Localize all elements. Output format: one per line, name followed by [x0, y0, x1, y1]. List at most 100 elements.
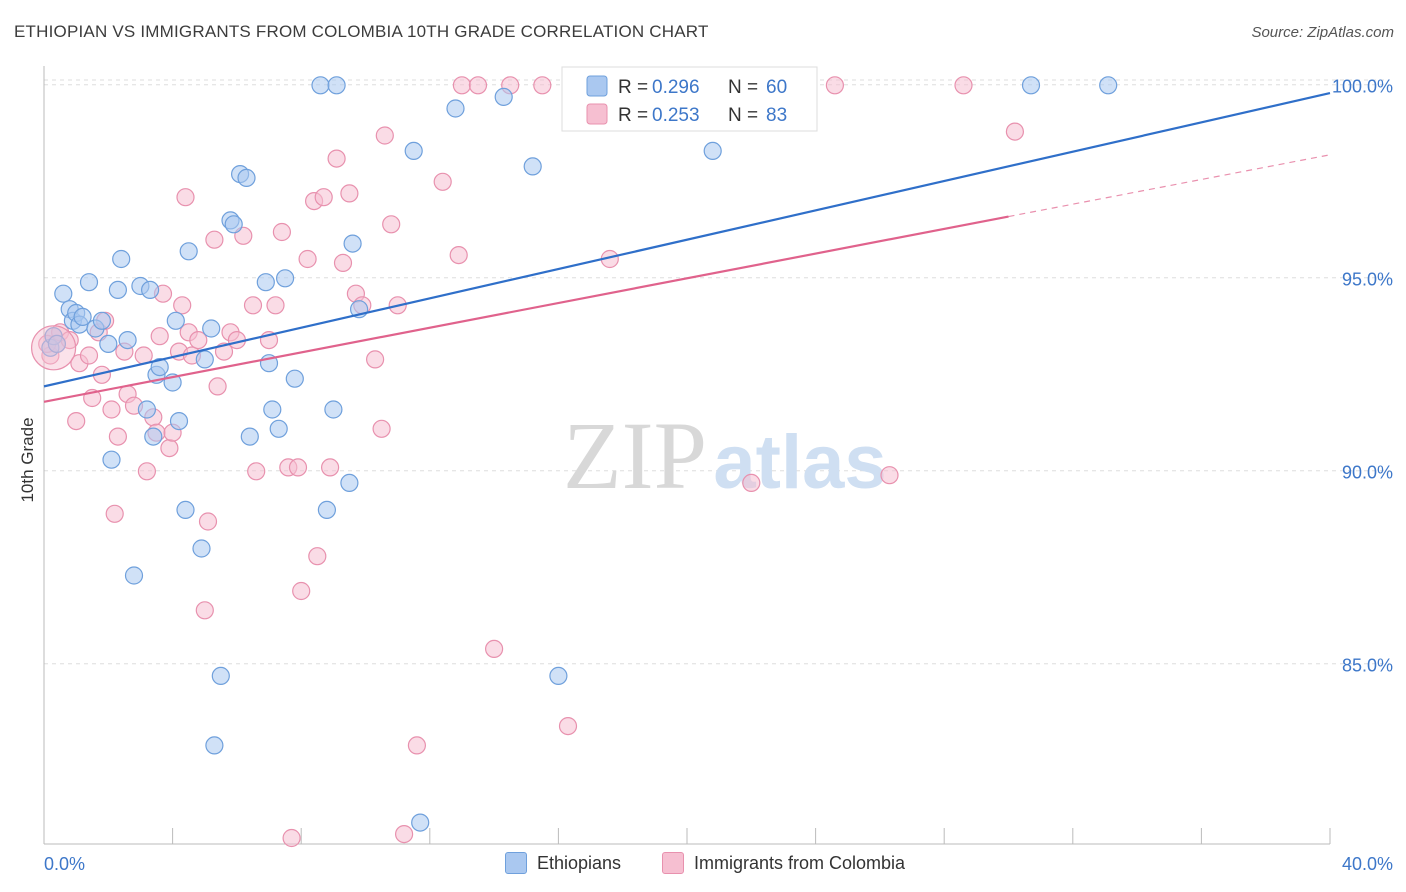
ethiopians-point [79, 273, 99, 292]
ethiopians-point [263, 400, 282, 419]
y-tick-label: 100.0% [1332, 76, 1393, 96]
ethiopians-point [523, 157, 542, 176]
ethiopians-point [285, 369, 304, 388]
ethiopians-point [224, 215, 243, 234]
ethiopians-point [73, 307, 92, 326]
colombia-point [266, 296, 285, 315]
legend-item-ethiopians: Ethiopians [505, 852, 621, 874]
y-tick-label: 90.0% [1342, 462, 1393, 482]
ethiopians-point [269, 419, 288, 438]
ethiopians-point [211, 666, 230, 686]
ethiopians-point [179, 242, 198, 261]
colombia-point [321, 458, 340, 477]
colombia-point [433, 172, 452, 191]
y-tick-label: 95.0% [1342, 269, 1393, 289]
ethiopians-point [102, 450, 121, 469]
ethiopians-point [343, 234, 362, 253]
colombia-point [449, 246, 468, 265]
ethiopians-point [195, 350, 214, 369]
colombia-point [272, 222, 291, 242]
colombia-point [340, 184, 359, 203]
colombia-point [176, 188, 195, 207]
chart-title: ETHIOPIAN VS IMMIGRANTS FROM COLOMBIA 10… [14, 22, 709, 41]
colombia-point [333, 253, 353, 272]
x-tick-label: 40.0% [1342, 854, 1393, 874]
colombia-point [108, 427, 128, 446]
colombia-point [468, 76, 488, 95]
ethiopians-point [324, 400, 343, 419]
legend-r-value: 0.253 [652, 105, 700, 126]
colombia-point [327, 149, 346, 168]
colombia-point [880, 466, 899, 485]
ethiopians-point [549, 666, 568, 686]
ethiopians-point [54, 284, 73, 303]
ethiopians-point [176, 500, 195, 519]
colombia-point [954, 76, 973, 95]
source-label: Source: ZipAtlas.com [1251, 24, 1394, 41]
x-tick-label: 0.0% [44, 854, 85, 874]
legend-swatch [586, 75, 608, 97]
ethiopians-point [124, 566, 144, 585]
ethiopians-point [118, 331, 137, 350]
ethiopians-point [205, 736, 224, 755]
watermark: ZIP atlas [563, 402, 887, 509]
colombia-point [314, 188, 333, 207]
colombia-point [825, 76, 845, 95]
colombia-point [308, 547, 327, 566]
colombia-point [742, 473, 761, 492]
legend-label-ethiopians: Ethiopians [537, 852, 622, 873]
watermark-atlas: atlas [713, 420, 886, 505]
ethiopians-point [411, 813, 430, 832]
ethiopians-point [256, 273, 275, 292]
ethiopians-point [144, 427, 163, 446]
ethiopians-point [494, 87, 513, 107]
ethiopians-point [404, 141, 423, 160]
colombia-point [137, 462, 156, 481]
colombia-point [173, 296, 192, 315]
ethiopians-point [446, 99, 465, 118]
legend-n-label: N = [728, 77, 758, 98]
colombia-point [195, 601, 214, 620]
colombia-point [533, 76, 552, 95]
ethiopians-point [237, 168, 256, 187]
colombia-point [198, 512, 218, 531]
ethiopians-point [202, 319, 221, 338]
colombia-point [79, 346, 99, 365]
legend-top: R = 0.296 N = 60 R = 0.253 N = 83 [561, 66, 818, 132]
ethiopians-point [327, 76, 346, 95]
ethiopians-point [192, 539, 211, 558]
legend-swatch-pink [662, 852, 684, 874]
ethiopians-trend-line [43, 91, 1331, 388]
colombia-point [366, 350, 385, 369]
legend-r-value: 0.296 [652, 77, 700, 98]
ethiopians-point [150, 358, 169, 377]
ethiopians-point [1099, 76, 1118, 95]
colombia-point [282, 828, 301, 848]
ethiopians-point [112, 249, 131, 269]
colombia-point [298, 249, 317, 269]
ethiopians-point [1021, 76, 1041, 95]
colombia-point [382, 215, 401, 234]
colombia-point [208, 377, 227, 396]
legend-swatch [586, 103, 608, 125]
ethiopians-point [703, 141, 722, 160]
ethiopians-point [276, 269, 295, 288]
legend-bottom: Ethiopians Immigrants from Colombia [0, 852, 1406, 880]
legend-label-colombia: Immigrants from Colombia [694, 852, 906, 873]
ethiopians-point [137, 400, 156, 419]
ethiopians-point [47, 334, 67, 353]
ethiopians-point [340, 473, 359, 492]
colombia-point [485, 639, 504, 659]
colombia-point [67, 412, 86, 431]
colombia-point [243, 296, 263, 315]
legend-n-value: 83 [766, 105, 787, 126]
colombia-point [247, 462, 266, 481]
colombia-point [558, 716, 578, 736]
legend-item-colombia: Immigrants from Colombia [662, 852, 905, 874]
colombia-point [102, 400, 121, 419]
colombia-point [1005, 122, 1025, 141]
colombia-point [407, 736, 426, 755]
colombia-point [395, 824, 414, 844]
ethiopians-point [240, 427, 259, 446]
